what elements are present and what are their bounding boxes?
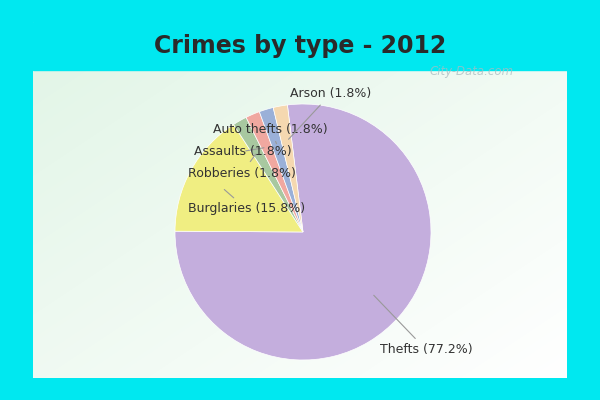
Text: Burglaries (15.8%): Burglaries (15.8%) [188,190,305,216]
Wedge shape [233,117,303,232]
Text: City-Data.com: City-Data.com [430,65,514,78]
Text: Robberies (1.8%): Robberies (1.8%) [188,154,296,180]
Wedge shape [259,108,303,232]
Text: Crimes by type - 2012: Crimes by type - 2012 [154,34,446,58]
Bar [33,22,567,70]
Text: Thefts (77.2%): Thefts (77.2%) [374,295,472,356]
Wedge shape [246,112,303,232]
Text: Arson (1.8%): Arson (1.8%) [289,87,371,139]
Text: Assaults (1.8%): Assaults (1.8%) [194,145,292,158]
Wedge shape [175,124,303,232]
Wedge shape [273,105,303,232]
Text: Auto thefts (1.8%): Auto thefts (1.8%) [214,123,328,144]
Wedge shape [175,104,431,360]
